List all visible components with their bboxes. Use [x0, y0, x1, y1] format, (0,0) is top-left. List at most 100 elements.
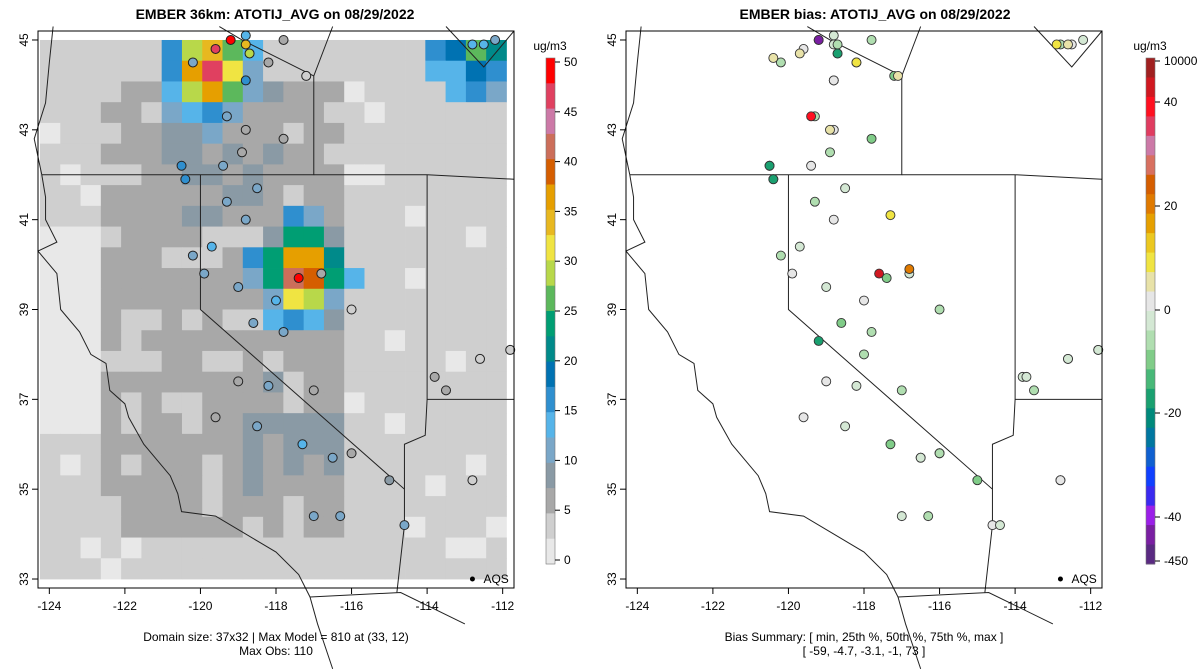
model-grid-cell	[303, 247, 325, 269]
model-grid-cell	[465, 371, 487, 393]
model-grid-cell	[263, 268, 284, 290]
obs-site-marker	[475, 353, 485, 364]
model-grid-cell	[364, 102, 386, 124]
model-grid-cell	[465, 185, 487, 207]
max-obs-text: Max Obs: 110	[239, 644, 313, 658]
model-grid-cell	[445, 371, 467, 393]
obs-site-marker	[301, 70, 312, 81]
model-grid-cell	[445, 205, 467, 227]
model-grid-cell	[242, 392, 264, 414]
obs-site-marker	[210, 43, 221, 54]
bias-site-marker	[923, 511, 934, 522]
model-grid-cell	[161, 102, 183, 124]
model-grid-cell	[121, 226, 142, 248]
model-grid-cell	[425, 413, 447, 435]
model-grid-cell	[283, 330, 305, 352]
model-grid-cell	[486, 143, 507, 165]
model-grid-cell	[40, 392, 61, 414]
model-grid-cell	[161, 122, 183, 145]
model-grid-cell	[405, 185, 426, 207]
right-caption: Bias Summary: [ min, 25th %, 50th %, 75t…	[626, 630, 1102, 658]
model-grid-cell	[486, 226, 507, 248]
colorbar-swatch	[1146, 311, 1155, 331]
model-grid-cell	[242, 268, 264, 290]
model-grid-cell	[222, 475, 244, 497]
model-grid-cell	[283, 81, 305, 103]
y-tick-label: 45	[605, 33, 619, 47]
model-grid-cell	[344, 496, 365, 518]
model-grid-cell	[121, 350, 142, 373]
model-grid-cell	[364, 516, 386, 538]
model-grid-cell	[181, 102, 203, 124]
model-grid-cell	[80, 392, 102, 414]
model-grid-cell	[222, 143, 244, 165]
y-tick-label: 37	[17, 392, 31, 406]
model-grid-cell	[384, 413, 406, 435]
bias-site-marker	[813, 335, 824, 346]
model-grid-cell	[161, 185, 183, 207]
model-grid-cell	[405, 226, 426, 248]
colorbar-swatch	[1146, 96, 1155, 117]
y-tick-label: 35	[605, 482, 619, 496]
obs-site-marker	[316, 268, 327, 279]
model-grid-cell	[202, 454, 223, 476]
obs-site-marker	[244, 48, 255, 59]
model-grid-cell	[405, 475, 426, 497]
model-grid-cell	[486, 392, 507, 414]
model-grid-cell	[242, 288, 264, 310]
model-grid-cell	[242, 143, 264, 165]
model-grid-cell	[202, 143, 223, 165]
model-grid-cell	[283, 413, 305, 435]
model-grid-cell	[283, 309, 305, 331]
model-grid-cell	[486, 371, 507, 393]
model-grid-cell	[181, 309, 203, 331]
model-grid-cell	[486, 558, 507, 580]
bias-site-marker	[809, 196, 820, 207]
model-grid-cell	[40, 433, 61, 456]
model-grid-cell	[364, 60, 386, 82]
x-tick-label: -118	[852, 599, 875, 613]
model-grid-cell	[323, 81, 345, 103]
model-grid-cell	[445, 475, 467, 497]
colorbar-swatch	[1146, 427, 1155, 448]
model-grid-cell	[344, 39, 365, 62]
model-grid-cell	[242, 454, 264, 476]
model-grid-cell	[486, 247, 507, 269]
model-grid-cell	[405, 60, 426, 82]
model-grid-cell	[141, 350, 163, 373]
model-grid-cell	[202, 60, 223, 82]
model-grid-cell	[121, 39, 142, 62]
model-grid-cell	[445, 268, 467, 290]
model-grid-cell	[181, 268, 203, 290]
colorbar-swatch	[1146, 116, 1155, 137]
model-grid-cell	[60, 226, 81, 248]
model-grid-cell	[141, 392, 163, 414]
colorbar-swatch	[1146, 135, 1155, 156]
state-border-line	[1033, 26, 1103, 68]
bias-site-marker	[915, 452, 926, 463]
obs-site-marker	[467, 475, 478, 486]
bias-site-marker	[806, 160, 817, 171]
model-grid-cell	[60, 247, 81, 269]
model-grid-cell	[384, 268, 406, 290]
model-grid-cell	[242, 496, 264, 518]
model-grid-cell	[323, 60, 345, 82]
model-grid-cell	[181, 558, 203, 580]
model-grid-cell	[263, 392, 284, 414]
state-border-line	[445, 26, 515, 68]
model-grid-cell	[242, 226, 264, 248]
model-grid-cell	[465, 330, 487, 352]
model-grid-cell	[181, 185, 203, 207]
model-grid-cell	[344, 143, 365, 165]
colorbar-swatch	[1146, 525, 1155, 546]
model-grid-cell	[364, 39, 386, 62]
model-grid-cell	[283, 350, 305, 373]
colorbar-swatch	[546, 58, 555, 84]
model-grid-cell	[425, 475, 447, 497]
bias-site-marker	[794, 241, 805, 252]
model-grid-cell	[121, 558, 142, 580]
model-grid-cell	[364, 247, 386, 269]
model-grid-cell	[465, 247, 487, 269]
model-grid-cell	[405, 392, 426, 414]
model-grid-cell	[121, 413, 142, 435]
